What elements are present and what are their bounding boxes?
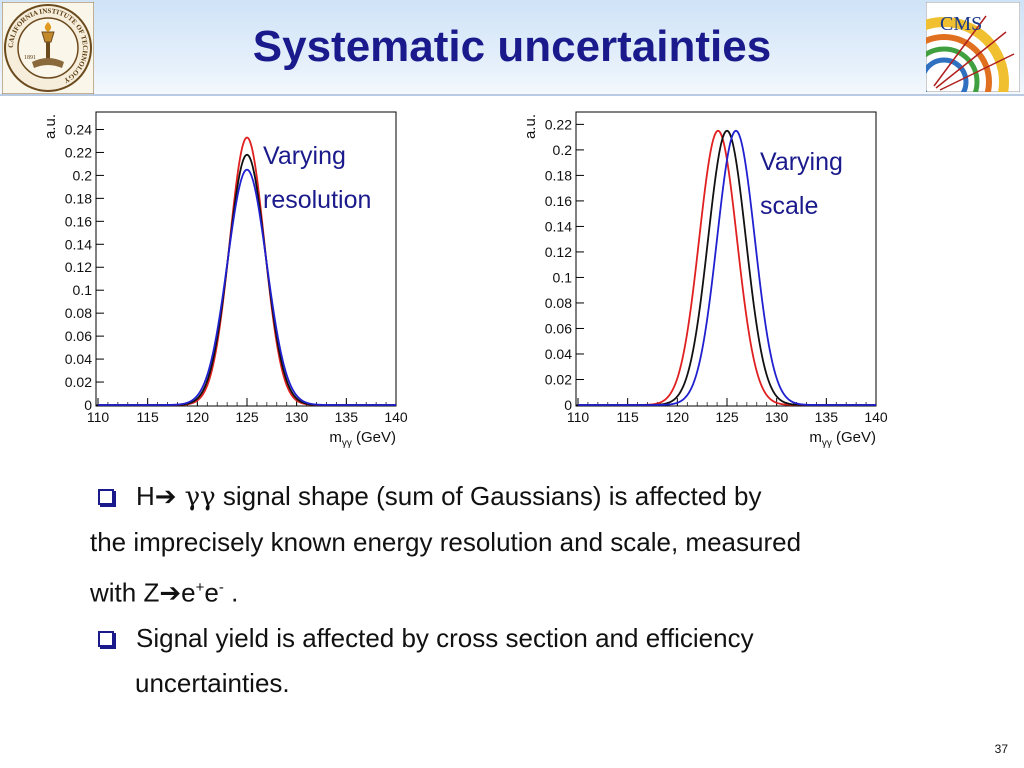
bullet-2-line-2: uncertainties.: [135, 667, 290, 698]
x-tick-label: 125: [235, 409, 259, 425]
x-tick-label: 135: [335, 409, 359, 425]
right-arrow-icon: ➔: [159, 577, 182, 608]
y-tick-label: 0.1: [73, 282, 93, 298]
cms-logo: CMS: [926, 2, 1020, 92]
y-tick-label: 0.16: [65, 213, 92, 229]
x-tick-label: 130: [765, 409, 789, 425]
y-axis-label: a.u.: [42, 114, 59, 139]
y-tick-label: 0.1: [553, 269, 573, 285]
header-divider: [0, 94, 1024, 96]
bullet-1-line-2: the imprecisely known energy resolution …: [90, 527, 802, 557]
y-tick-label: 0.14: [65, 236, 92, 252]
x-tick-label: 135: [815, 409, 839, 425]
y-tick-label: 0.18: [545, 167, 572, 183]
y-tick-label: 0.12: [65, 259, 92, 275]
y-tick-label: 0: [84, 397, 92, 413]
x-tick-label: 110: [567, 409, 590, 425]
y-tick-label: 0.22: [65, 144, 92, 160]
x-tick-label: 125: [715, 409, 739, 425]
x-tick-label: 130: [285, 409, 309, 425]
x-axis-label: mγγ (GeV): [809, 429, 876, 449]
page-number: 37: [994, 742, 1008, 756]
x-tick-label: 140: [384, 409, 408, 425]
resolution-plot: 110 115 120 125 130 135 140 0 0.02 0.04 0.06 0.08 0.…: [42, 111, 408, 449]
y-tick-label: 0.04: [545, 346, 572, 362]
slide-title: Systematic uncertainties: [252, 22, 772, 71]
x-tick-label: 115: [617, 409, 640, 425]
y-tick-label: 0.22: [545, 116, 572, 132]
plot-annotation: Varying: [760, 148, 843, 176]
y-tick-label: 0.12: [545, 244, 572, 260]
bullet-2-line-1: Signal yield is affected by cross sectio…: [90, 616, 970, 661]
bullet-1-line-3: with Z➔e+e- .: [90, 577, 239, 608]
bullet-list: H➔ γγ signal shape (sum of Gaussians) is …: [90, 474, 970, 706]
bullet-1-line-1: H➔ γγ signal shape (sum of Gaussians) is …: [90, 474, 970, 520]
plot-annotation: scale: [760, 192, 818, 220]
y-tick-label: 0.02: [545, 371, 572, 387]
y-tick-label: 0.04: [65, 351, 92, 367]
y-tick-label: 0.2: [553, 142, 573, 158]
y-tick-label: 0.06: [65, 328, 92, 344]
x-tick-label: 110: [87, 409, 110, 425]
checkbox-bullet-icon: [98, 489, 114, 506]
x-axis-label: mγγ (GeV): [329, 429, 396, 449]
y-axis-label: a.u.: [522, 114, 539, 139]
series-line-3: [98, 168, 396, 406]
slide-header: [0, 0, 1024, 94]
plot-frame: [95, 111, 397, 407]
y-tick-label: 0.02: [65, 374, 92, 390]
seal-year: 1891: [24, 55, 36, 61]
y-tick-label: 0.18: [65, 190, 92, 206]
x-tick-label: 140: [864, 409, 888, 425]
series-line-3: [578, 129, 876, 406]
y-tick-label: 0.06: [545, 320, 572, 336]
x-tick-label: 120: [186, 409, 210, 425]
caltech-seal-logo: CALIFORNIA INSTITUTE OF TECHNOLOGY 1891: [2, 2, 94, 94]
right-arrow-icon: ➔: [154, 481, 177, 511]
y-tick-label: 0: [564, 397, 572, 413]
cms-logo-text: CMS: [940, 13, 982, 35]
scale-plot: 110 115 120 125 130 135 140 0 0.02 0.04 0.06 0.08 0.…: [522, 111, 888, 449]
y-tick-label: 0.24: [65, 121, 92, 137]
checkbox-bullet-icon: [98, 630, 114, 647]
plot-annotation: resolution: [263, 186, 371, 214]
x-tick-label: 115: [137, 409, 160, 425]
y-tick-label: 0.2: [73, 167, 93, 183]
x-tick-label: 120: [666, 409, 690, 425]
y-tick-label: 0.08: [545, 295, 572, 311]
plot-annotation: Varying: [263, 142, 346, 170]
y-tick-label: 0.08: [65, 305, 92, 321]
y-tick-label: 0.14: [545, 218, 572, 234]
y-tick-label: 0.16: [545, 193, 572, 209]
